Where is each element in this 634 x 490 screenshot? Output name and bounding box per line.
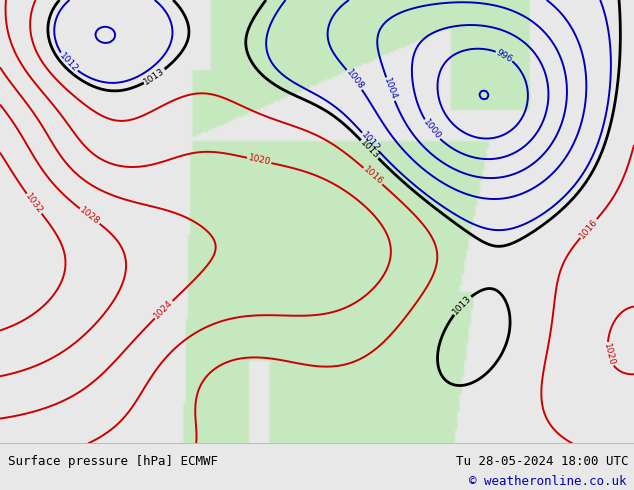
Text: 1012: 1012	[57, 51, 80, 74]
Text: 1028: 1028	[78, 206, 101, 227]
Text: 1024: 1024	[152, 298, 175, 321]
Text: 1016: 1016	[361, 165, 385, 187]
Text: Surface pressure [hPa] ECMWF: Surface pressure [hPa] ECMWF	[8, 455, 217, 467]
Text: 1012: 1012	[359, 130, 382, 153]
Text: 1032: 1032	[23, 192, 44, 216]
Text: 1000: 1000	[421, 118, 443, 142]
Text: 1020: 1020	[247, 153, 271, 167]
Text: 1004: 1004	[382, 77, 399, 101]
Text: Tu 28-05-2024 18:00 UTC (00+18): Tu 28-05-2024 18:00 UTC (00+18)	[456, 455, 634, 467]
Text: 1020: 1020	[602, 342, 616, 367]
Text: 1013: 1013	[451, 294, 473, 317]
Text: 1008: 1008	[344, 68, 365, 92]
Text: 1013: 1013	[143, 67, 167, 87]
Text: © weatheronline.co.uk: © weatheronline.co.uk	[469, 475, 626, 488]
Text: 996: 996	[495, 48, 514, 64]
Text: 1013: 1013	[358, 138, 381, 161]
Text: 1016: 1016	[578, 217, 600, 240]
